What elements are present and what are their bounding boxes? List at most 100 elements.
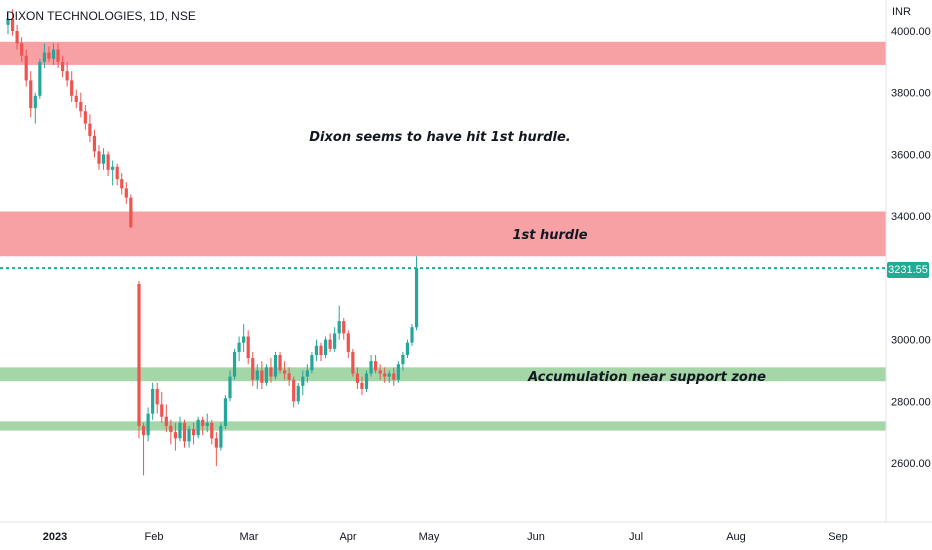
support-zone-4	[0, 421, 886, 431]
candle	[15, 24, 19, 50]
time-tick-label: Jun	[527, 531, 545, 543]
candle-body	[251, 358, 255, 380]
candle	[137, 280, 141, 439]
candle	[56, 43, 60, 69]
candle	[124, 182, 128, 204]
candle-body	[151, 388, 155, 414]
candle	[79, 92, 83, 118]
candle	[255, 364, 259, 389]
candle-body	[323, 339, 328, 355]
candle	[38, 58, 42, 99]
candle-body	[160, 404, 164, 417]
candle	[237, 336, 241, 362]
candle	[369, 355, 373, 377]
candle-body	[310, 355, 314, 371]
candle-body	[232, 351, 237, 377]
candle-body	[187, 429, 191, 442]
candle	[328, 333, 332, 352]
candle	[333, 327, 337, 352]
candle	[205, 413, 209, 433]
candle-body	[79, 101, 83, 112]
candle	[219, 422, 223, 451]
candle-body	[273, 355, 278, 377]
candle	[70, 71, 74, 102]
candle	[305, 364, 309, 383]
candle	[42, 43, 46, 69]
candle-body	[88, 123, 92, 136]
candle-body	[106, 154, 110, 170]
candle	[401, 351, 405, 371]
candle	[314, 339, 319, 362]
price-tick-label: 3000.00	[891, 335, 931, 347]
chart-title: DIXON TECHNOLOGIES, 1D, NSE	[6, 9, 196, 23]
candle	[228, 370, 232, 402]
candle	[65, 61, 69, 87]
candle	[260, 361, 264, 389]
candle-body	[214, 438, 218, 448]
candle	[6, 12, 10, 35]
time-tick-label: Feb	[145, 531, 164, 543]
candle-body	[20, 43, 24, 56]
zone-label-1st-hurdle: 1st hurdle	[512, 228, 587, 243]
price-tick-label: 3600.00	[891, 149, 931, 161]
candle	[410, 324, 414, 346]
candle	[210, 419, 214, 445]
candle-body	[51, 49, 56, 59]
candle-body	[255, 370, 259, 380]
candle-body	[355, 373, 359, 383]
candle	[106, 151, 110, 177]
candle-body	[42, 52, 46, 62]
candle-body	[47, 52, 51, 59]
candle	[223, 395, 228, 430]
candle-body	[351, 351, 355, 374]
candle-body	[120, 179, 124, 189]
candle	[387, 370, 391, 383]
candle	[74, 89, 78, 109]
candle-body	[392, 373, 396, 380]
price-zones	[0, 41, 886, 431]
time-tick-label: May	[419, 531, 440, 543]
candle-body	[29, 80, 33, 109]
candle	[155, 382, 159, 414]
candle-body	[70, 80, 74, 96]
time-axis[interactable]: 2023 Feb Mar Apr May Jun Jul Aug Sep	[43, 531, 848, 543]
candle-body	[137, 284, 141, 426]
price-axis[interactable]: 2600.00 2800.00 3000.00 3400.00 3600.00 3800.…	[891, 26, 931, 470]
candle	[392, 367, 396, 386]
candle	[251, 351, 255, 386]
candle-body	[374, 361, 378, 371]
candle	[169, 419, 173, 445]
candle-body	[56, 49, 60, 62]
candle-body	[301, 376, 305, 386]
candle-body	[283, 370, 287, 374]
candle	[115, 163, 119, 186]
candle-body	[287, 373, 291, 380]
candle	[196, 416, 200, 439]
candle	[319, 342, 323, 362]
candle-body	[164, 416, 168, 426]
candle-body	[328, 339, 332, 349]
candle-body	[333, 333, 337, 349]
candle	[92, 129, 97, 158]
candle-body	[342, 321, 346, 334]
candle	[164, 404, 168, 433]
candle-body	[92, 135, 97, 152]
candle	[24, 49, 28, 87]
candle-body	[246, 336, 250, 359]
candle	[301, 370, 305, 396]
candle	[187, 425, 191, 448]
candle	[214, 432, 218, 467]
candle-body	[111, 166, 115, 170]
candle	[20, 37, 24, 62]
candle	[61, 55, 65, 78]
candle-body	[10, 18, 15, 31]
candle-body	[305, 370, 309, 377]
candle	[310, 351, 314, 374]
candle-body	[141, 425, 146, 436]
candle	[378, 364, 382, 380]
candle-body	[74, 95, 78, 102]
candle	[47, 46, 51, 62]
candle-body	[173, 432, 177, 439]
candle-body	[83, 111, 87, 124]
